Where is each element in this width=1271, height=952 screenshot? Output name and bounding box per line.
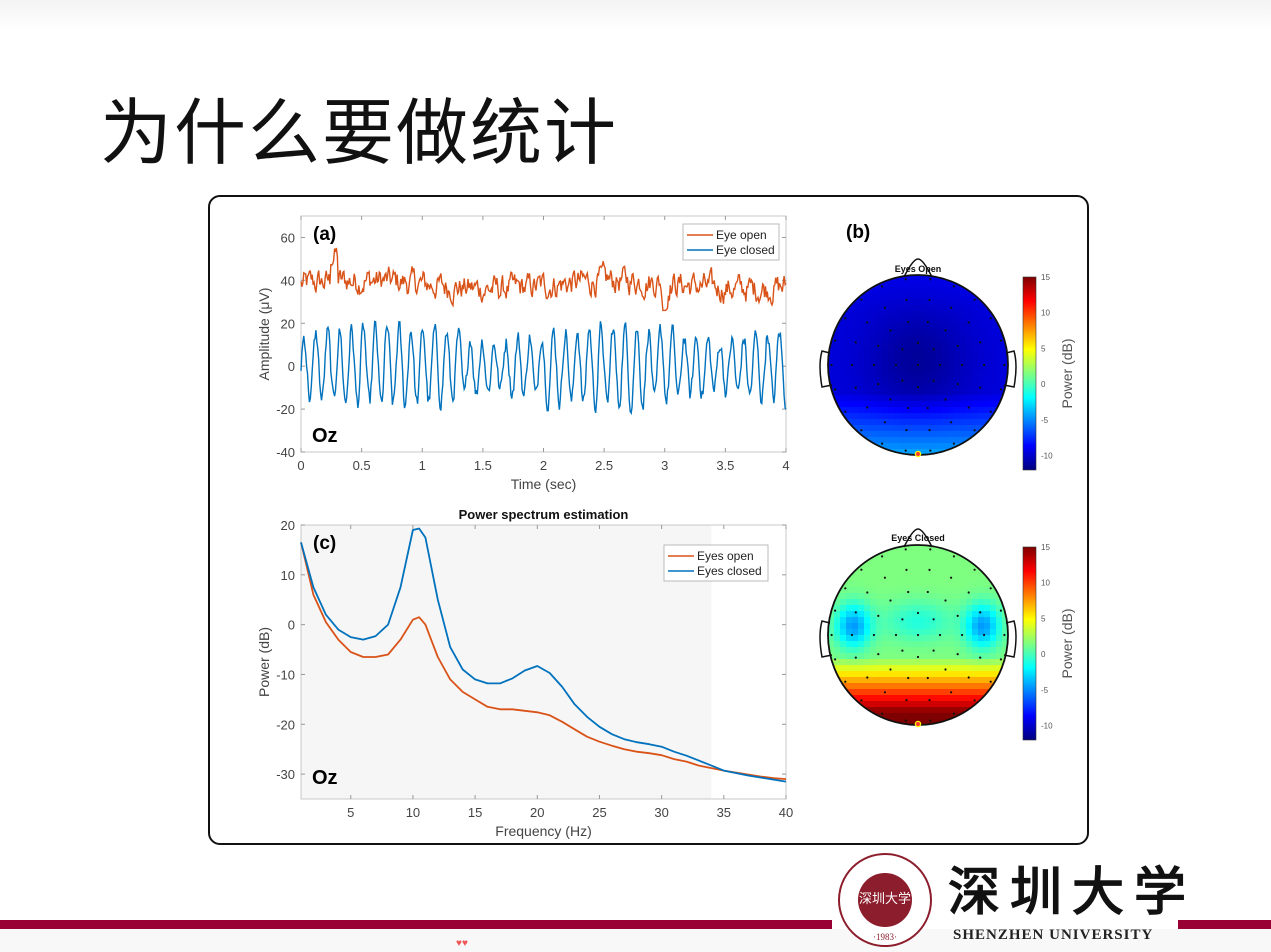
x-tick-label: 20: [530, 805, 544, 820]
colorbar-tick: 0: [1041, 650, 1046, 659]
series-eye-closed: [300, 320, 787, 416]
y-tick-label: -20: [276, 402, 295, 417]
legend-entry: Eye open: [716, 228, 767, 242]
colorbar: [1022, 276, 1037, 471]
y-tick-label: 20: [281, 518, 295, 533]
colorbar-label: Power (dB): [1059, 608, 1075, 678]
x-tick-label: 5: [347, 805, 354, 820]
x-tick-label: 0: [297, 458, 304, 473]
colorbar-tick: 10: [1041, 309, 1050, 318]
x-tick-label: 1.5: [474, 458, 492, 473]
series-eye-open: [300, 247, 787, 312]
legend-entry: Eyes closed: [697, 564, 762, 578]
legend: [682, 223, 780, 261]
colorbar-tick: 5: [1041, 614, 1046, 623]
series-eyes-closed: [300, 527, 787, 783]
colorbar-tick: -5: [1041, 686, 1049, 695]
shaded-region: [301, 525, 712, 799]
ear-right-outline: [1003, 620, 1017, 658]
y-tick-label: -30: [276, 767, 295, 782]
topomap-eyes-closed: Eyes Closed 15 10 5 0 -5 -10 Power (dB): [819, 528, 1075, 741]
channel-annotation: Oz: [312, 425, 338, 447]
topomap-title: Eyes Closed: [891, 533, 945, 543]
seal-year: ·1983·: [873, 932, 897, 942]
colorbar-tick: -5: [1041, 416, 1049, 425]
x-tick-label: 30: [654, 805, 668, 820]
x-tick-label: 2: [540, 458, 547, 473]
seal-center-text: 深圳大学: [858, 873, 912, 927]
chart-title: Power spectrum estimation: [459, 507, 629, 522]
x-tick-label: 0.5: [353, 458, 371, 473]
y-tick-label: 0: [288, 359, 295, 374]
x-tick-label: 4: [782, 458, 789, 473]
x-tick-label: 10: [406, 805, 420, 820]
colorbar-tick: 15: [1041, 543, 1050, 552]
chart-c: 5 10 15 20 25 30 35 40 -30 -20 -10 0 10 20 Frequency (…: [256, 507, 793, 839]
colorbar-tick: 15: [1041, 273, 1050, 282]
panel-label: (a): [313, 224, 336, 245]
colorbar-tick: -10: [1041, 452, 1053, 461]
oz-electrode-marker: [914, 450, 922, 458]
footer-accent-bar: [0, 920, 832, 929]
colorbar-tick: 0: [1041, 380, 1046, 389]
colorbar-tick: 10: [1041, 579, 1050, 588]
y-tick-label: 0: [288, 618, 295, 633]
x-tick-label: 40: [779, 805, 793, 820]
y-axis-label: Power (dB): [256, 627, 272, 697]
topomap-title: Eyes Open: [895, 264, 942, 274]
legend-entry: Eye closed: [716, 243, 775, 257]
nose-outline: [903, 528, 933, 548]
x-tick-label: 15: [468, 805, 482, 820]
footer-strip: [0, 929, 1271, 952]
colorbar-tick: -10: [1041, 722, 1053, 731]
x-tick-label: 3: [661, 458, 668, 473]
y-tick-label: 20: [281, 316, 295, 331]
series-eyes-open: [300, 542, 787, 780]
axes-box: [300, 524, 787, 800]
y-tick-label: 10: [281, 568, 295, 583]
x-tick-label: 1: [419, 458, 426, 473]
oz-electrode-marker: [914, 720, 922, 728]
hearts-icon: ♥♥: [456, 938, 468, 949]
x-tick-label: 2.5: [595, 458, 613, 473]
y-tick-label: 40: [281, 273, 295, 288]
university-name-cn: 深圳大学: [948, 862, 1197, 923]
slide-title: 为什么要做统计: [100, 91, 619, 175]
y-tick-label: -40: [276, 445, 295, 460]
y-tick-label: 60: [281, 230, 295, 245]
ear-left-outline: [819, 350, 833, 388]
y-tick-label: -20: [276, 717, 295, 732]
ear-left-outline: [819, 620, 833, 658]
colorbar-tick: 5: [1041, 344, 1046, 353]
x-tick-label: 25: [592, 805, 606, 820]
y-axis-label: Amplitude (μV): [256, 288, 272, 381]
topomap-eyes-open: Eyes Open 15 10 5 0 -5 -10 Power (dB): [819, 258, 1075, 471]
panel-label: (c): [313, 533, 336, 554]
university-name-en: SHENZHEN UNIVERSITY: [953, 927, 1154, 943]
legend-entry: Eyes open: [697, 549, 754, 563]
x-axis-label: Time (sec): [511, 476, 577, 492]
panel-label: (b): [846, 222, 870, 243]
x-tick-label: 3.5: [716, 458, 734, 473]
channel-annotation: Oz: [312, 767, 338, 789]
legend: [663, 544, 769, 582]
university-seal-logo: 深圳大学 ·1983·: [838, 853, 932, 947]
footer-accent-bar-right: [1178, 920, 1271, 929]
chart-a: 0 0.5 1 1.5 2 2.5 3 3.5 4 -40 -20 0 20 40 60 Time (sec)…: [256, 215, 790, 492]
colorbar: [1022, 546, 1037, 741]
y-tick-label: -10: [276, 667, 295, 682]
x-tick-label: 35: [717, 805, 731, 820]
colorbar-label: Power (dB): [1059, 338, 1075, 408]
ear-right-outline: [1003, 350, 1017, 388]
nose-outline: [903, 258, 933, 278]
x-axis-label: Frequency (Hz): [495, 823, 591, 839]
